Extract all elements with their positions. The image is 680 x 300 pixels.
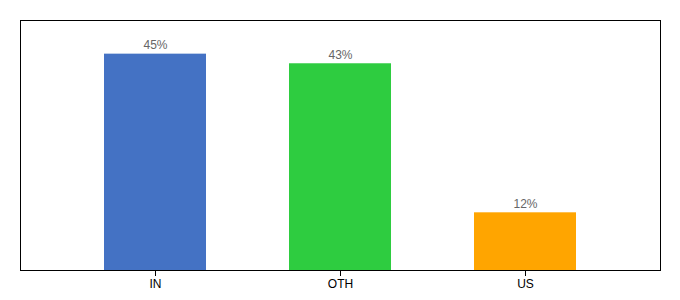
svg-text:43%: 43% [328, 48, 352, 62]
svg-text:US: US [517, 277, 534, 291]
svg-text:OTH: OTH [328, 277, 353, 291]
svg-text:IN: IN [150, 277, 162, 291]
svg-text:12%: 12% [513, 197, 537, 211]
svg-text:45%: 45% [143, 38, 167, 52]
